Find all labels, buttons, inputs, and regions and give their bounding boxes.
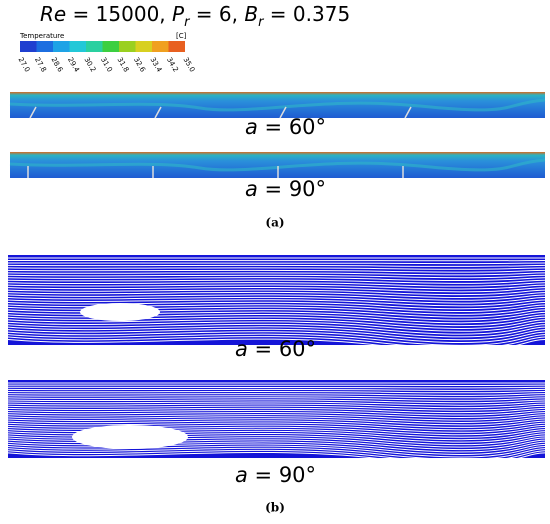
colorbar-cell	[86, 41, 103, 52]
colorbar-cell	[152, 41, 169, 52]
caption-part: a	[235, 463, 248, 487]
colorbar-tick: 31.0	[99, 56, 114, 74]
colorbar-cell	[20, 41, 37, 52]
panel-label: (a)	[265, 216, 284, 230]
colorbar-tick: 31.8	[116, 56, 131, 74]
colorbar-tick: 29.4	[66, 56, 81, 74]
colorbar-cell	[136, 41, 153, 52]
caption: a = 60°	[235, 337, 316, 361]
colorbar-cell	[169, 41, 186, 52]
title-part: B	[244, 2, 258, 26]
caption-part: a	[245, 177, 258, 201]
colorbar-cell	[37, 41, 54, 52]
colorbar-cell	[53, 41, 70, 52]
panel-label: (b)	[265, 501, 285, 515]
colorbar-tick: 32.6	[132, 56, 147, 74]
colorbar-tick: 28.6	[50, 56, 65, 74]
title-part: = 15000,	[66, 2, 172, 26]
caption: a = 90°	[235, 463, 316, 487]
caption-part: = 90°	[248, 463, 316, 487]
caption-part: a	[235, 337, 248, 361]
colorbar-tick: 27.8	[33, 56, 48, 74]
caption-part: a	[245, 115, 258, 139]
colorbar-label: Temperature	[19, 32, 64, 40]
caption: a = 90°	[245, 177, 326, 201]
colorbar-cell	[103, 41, 120, 52]
caption-part: = 60°	[248, 337, 316, 361]
colorbar-tick: 27.0	[17, 56, 32, 74]
caption-part: = 60°	[258, 115, 326, 139]
colorbar-tick: 30.2	[83, 56, 98, 74]
caption-part: = 90°	[258, 177, 326, 201]
colorbar-tick: 34.2	[165, 56, 180, 74]
title: Re = 15000, Pr = 6, Br = 0.375	[40, 2, 350, 31]
title-part: = 0.375	[263, 2, 350, 26]
colorbar-cell	[70, 41, 87, 52]
colorbar-tick: 35.0	[182, 56, 197, 74]
colorbar-tick: 33.4	[149, 56, 164, 74]
caption: a = 60°	[245, 115, 326, 139]
title-part: = 6,	[189, 2, 244, 26]
title-part: Re	[40, 2, 66, 26]
colorbar-unit: [C]	[176, 32, 187, 40]
colorbar-cell	[119, 41, 136, 52]
title-part: P	[172, 2, 185, 26]
